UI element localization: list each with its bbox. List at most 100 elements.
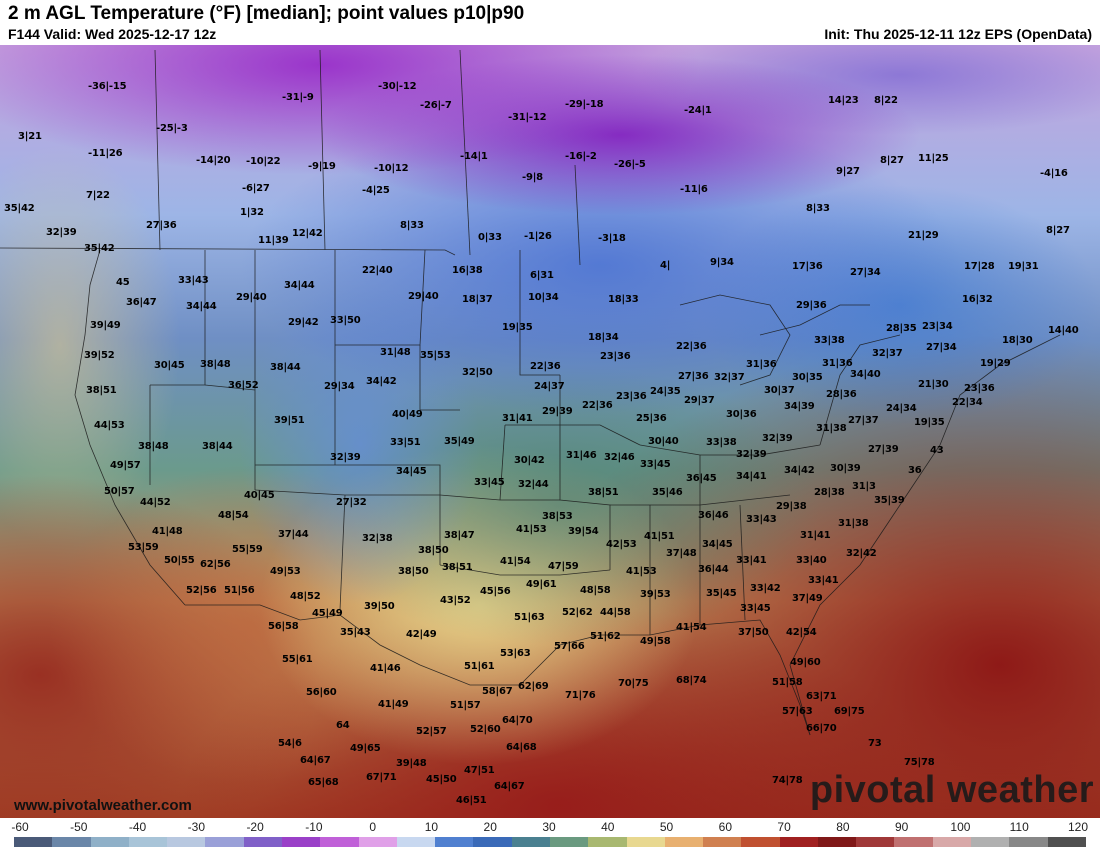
point-value: 49|60 <box>790 657 821 668</box>
point-value: 21|30 <box>918 379 949 390</box>
brand-logo: pivotal weather <box>809 769 1094 811</box>
point-value: 38|48 <box>138 441 169 452</box>
point-value: -26|-7 <box>420 100 452 111</box>
point-value: 30|35 <box>792 372 823 383</box>
point-value: 38|44 <box>270 362 301 373</box>
colorbar-tick-label: 90 <box>894 820 909 834</box>
point-value: 41|54 <box>500 556 531 567</box>
point-value: 32|39 <box>330 452 361 463</box>
point-value: 14|23 <box>828 95 859 106</box>
point-value: 23|36 <box>600 351 631 362</box>
colorbar-strip <box>14 837 1086 847</box>
point-value: 39|52 <box>84 350 115 361</box>
colorbar-tick-label: 40 <box>601 820 615 834</box>
colorbar-swatch <box>435 837 474 847</box>
point-value: 71|76 <box>565 690 596 701</box>
point-value: 31|46 <box>566 450 597 461</box>
point-value: 22|36 <box>582 400 613 411</box>
point-value: 57|63 <box>782 706 813 717</box>
point-value: 45 <box>116 277 130 288</box>
point-value: 34|42 <box>366 376 397 387</box>
point-value: 55|59 <box>232 544 263 555</box>
point-value: 75|78 <box>904 757 935 768</box>
point-value: 32|38 <box>362 533 393 544</box>
point-value: 29|40 <box>408 291 439 302</box>
point-value: 37|50 <box>738 627 769 638</box>
point-value: 47|51 <box>464 765 495 776</box>
colorbar-swatch <box>1047 837 1086 847</box>
point-value: 22|40 <box>362 265 393 276</box>
point-value: 53|59 <box>128 542 159 553</box>
point-value: 31|38 <box>816 423 847 434</box>
point-value: 33|42 <box>750 583 781 594</box>
point-value: 33|38 <box>706 437 737 448</box>
point-value: 28|35 <box>886 323 917 334</box>
point-value: 45|56 <box>480 586 511 597</box>
point-value: 12|42 <box>292 228 323 239</box>
colorbar-tick-label: -20 <box>246 820 264 834</box>
point-value: 29|39 <box>542 406 573 417</box>
point-value: 16|32 <box>962 294 993 305</box>
point-value: 35|39 <box>874 495 905 506</box>
point-value: 51|63 <box>514 612 545 623</box>
point-value: -36|-15 <box>88 81 127 92</box>
point-value: 18|30 <box>1002 335 1033 346</box>
point-value: 36|44 <box>698 564 729 575</box>
point-value: 32|44 <box>518 479 549 490</box>
point-value: 25|36 <box>636 413 667 424</box>
point-value: 34|39 <box>784 401 815 412</box>
point-value: -11|6 <box>680 184 708 195</box>
point-value: 22|36 <box>530 361 561 372</box>
point-value: 34|45 <box>396 466 427 477</box>
point-value: 66|70 <box>806 723 837 734</box>
point-value: 42|53 <box>606 539 637 550</box>
point-value: 35|45 <box>706 588 737 599</box>
point-value: 37|44 <box>278 529 309 540</box>
point-value: 57|66 <box>554 641 585 652</box>
map-header: 2 m AGL Temperature (°F) [median]; point… <box>0 0 1100 45</box>
point-value: 35|53 <box>420 350 451 361</box>
point-value: 52|62 <box>562 607 593 618</box>
point-value: 33|43 <box>178 275 209 286</box>
point-value: 41|46 <box>370 663 401 674</box>
point-value: 11|25 <box>918 153 949 164</box>
point-value: 64|67 <box>300 755 331 766</box>
point-value: 22|34 <box>952 397 983 408</box>
point-value: 38|48 <box>200 359 231 370</box>
point-value: 38|51 <box>442 562 473 573</box>
point-value: 29|34 <box>324 381 355 392</box>
point-value: 14|40 <box>1048 325 1079 336</box>
point-value: -9|19 <box>308 161 336 172</box>
point-value: 41|48 <box>152 526 183 537</box>
colorbar-tick-label: 10 <box>424 820 439 834</box>
colorbar-swatch <box>167 837 206 847</box>
point-value: -30|-12 <box>378 81 417 92</box>
point-value: -3|18 <box>598 233 626 244</box>
point-value: 41|53 <box>626 566 657 577</box>
point-value: 33|50 <box>330 315 361 326</box>
colorbar-tick-label: -10 <box>305 820 323 834</box>
point-value: 38|47 <box>444 530 475 541</box>
point-value: -9|8 <box>522 172 543 183</box>
point-value: 49|61 <box>526 579 557 590</box>
point-value: 41|54 <box>676 622 707 633</box>
colorbar-tick-label: 120 <box>1067 820 1089 834</box>
colorbar-tick-label: -60 <box>11 820 29 834</box>
point-value: 23|36 <box>964 383 995 394</box>
point-value: 27|39 <box>868 444 899 455</box>
colorbar-swatch <box>1009 837 1048 847</box>
point-value: 19|31 <box>1008 261 1039 272</box>
site-url: www.pivotalweather.com <box>14 797 192 814</box>
colorbar-swatch <box>588 837 627 847</box>
point-value: -31|-9 <box>282 92 314 103</box>
point-value: -16|-2 <box>565 151 597 162</box>
point-value: 29|37 <box>684 395 715 406</box>
point-value: 35|46 <box>652 487 683 498</box>
point-value: 38|44 <box>202 441 233 452</box>
point-value: 31|41 <box>502 413 533 424</box>
point-value: 40|45 <box>244 490 275 501</box>
point-value: 32|39 <box>736 449 767 460</box>
point-value: 48|52 <box>290 591 321 602</box>
point-value: 24|34 <box>886 403 917 414</box>
valid-time: F144 Valid: Wed 2025-12-17 12z <box>8 26 217 42</box>
